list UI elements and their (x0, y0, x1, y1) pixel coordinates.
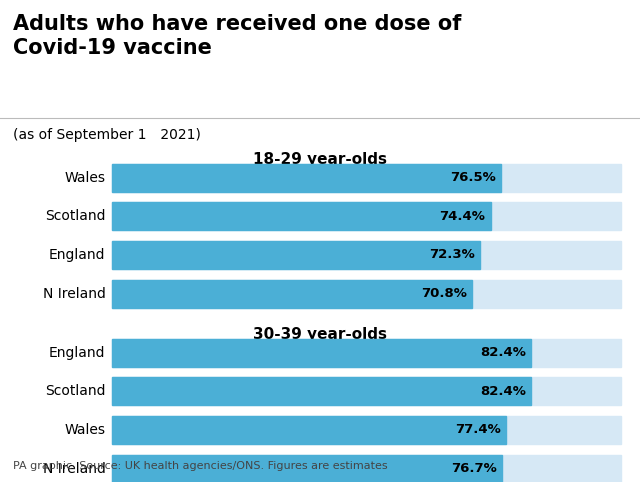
Text: Scotland: Scotland (45, 209, 106, 224)
Text: N Ireland: N Ireland (43, 286, 106, 301)
Text: 30-39 year-olds: 30-39 year-olds (253, 327, 387, 342)
Bar (112, 202, 490, 230)
Text: 74.4%: 74.4% (440, 210, 485, 223)
Text: 77.4%: 77.4% (455, 424, 500, 436)
Bar (112, 455, 621, 482)
Bar (112, 377, 621, 405)
Text: Adults who have received one dose of
Covid-19 vaccine: Adults who have received one dose of Cov… (13, 14, 461, 58)
Text: 82.4%: 82.4% (480, 347, 526, 359)
Text: England: England (49, 248, 106, 262)
Bar (112, 202, 621, 230)
Text: Wales: Wales (65, 171, 106, 185)
Text: (as of September 1 2021): (as of September 1 2021) (13, 128, 201, 142)
Bar (112, 455, 502, 482)
Bar (112, 241, 621, 269)
Bar (112, 339, 531, 367)
Bar (112, 416, 506, 444)
Bar (112, 241, 480, 269)
Text: Wales: Wales (65, 423, 106, 437)
Text: 76.5%: 76.5% (451, 172, 496, 184)
Bar (112, 280, 472, 308)
Bar (112, 339, 621, 367)
Text: 76.7%: 76.7% (451, 462, 497, 475)
Text: 82.4%: 82.4% (480, 385, 526, 398)
Text: 70.8%: 70.8% (421, 287, 467, 300)
Text: Scotland: Scotland (45, 384, 106, 399)
Text: 18-29 year-olds: 18-29 year-olds (253, 152, 387, 167)
Bar (112, 280, 621, 308)
Bar (112, 416, 621, 444)
Text: England: England (49, 346, 106, 360)
Text: N Ireland: N Ireland (43, 461, 106, 476)
Text: 72.3%: 72.3% (429, 249, 475, 261)
Bar (112, 164, 621, 192)
Bar (112, 377, 531, 405)
Bar (112, 164, 501, 192)
Text: PA graphic. Source: UK health agencies/ONS. Figures are estimates: PA graphic. Source: UK health agencies/O… (13, 461, 387, 471)
